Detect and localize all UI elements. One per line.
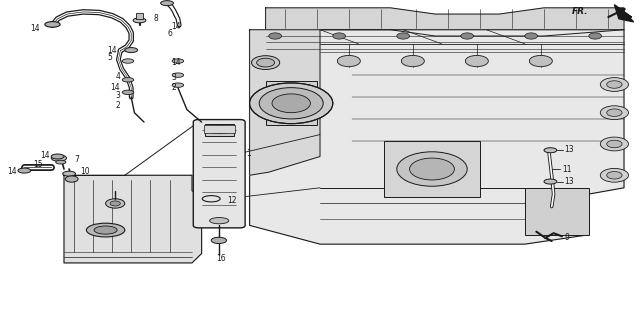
Ellipse shape bbox=[45, 22, 60, 27]
Text: 14: 14 bbox=[30, 24, 40, 33]
Circle shape bbox=[607, 140, 622, 148]
Text: 13: 13 bbox=[564, 145, 574, 154]
Text: 5: 5 bbox=[107, 54, 112, 62]
Text: 7: 7 bbox=[74, 155, 79, 164]
Circle shape bbox=[65, 176, 78, 182]
Text: 3: 3 bbox=[115, 91, 120, 100]
Polygon shape bbox=[250, 30, 624, 244]
Ellipse shape bbox=[122, 78, 134, 82]
Circle shape bbox=[525, 33, 538, 39]
Bar bbox=[204, 125, 235, 133]
Text: 8: 8 bbox=[154, 14, 158, 23]
Circle shape bbox=[250, 83, 333, 124]
Bar bbox=[384, 141, 480, 197]
Circle shape bbox=[401, 55, 424, 67]
Text: 3: 3 bbox=[172, 73, 177, 82]
Text: 9: 9 bbox=[564, 233, 570, 242]
Ellipse shape bbox=[207, 126, 231, 134]
Circle shape bbox=[269, 33, 282, 39]
Circle shape bbox=[337, 55, 360, 67]
Bar bbox=[205, 124, 234, 136]
Circle shape bbox=[600, 137, 628, 151]
Text: 10: 10 bbox=[80, 167, 90, 176]
Circle shape bbox=[397, 33, 410, 39]
Circle shape bbox=[257, 58, 275, 67]
Ellipse shape bbox=[133, 18, 146, 23]
Text: 14: 14 bbox=[108, 46, 117, 55]
Text: 4: 4 bbox=[115, 72, 120, 81]
Text: 1: 1 bbox=[246, 149, 251, 158]
Ellipse shape bbox=[161, 1, 173, 6]
Bar bbox=[525, 188, 589, 235]
Ellipse shape bbox=[122, 59, 134, 63]
Circle shape bbox=[397, 152, 467, 186]
Circle shape bbox=[252, 56, 280, 69]
Circle shape bbox=[461, 33, 474, 39]
Ellipse shape bbox=[56, 160, 66, 164]
Ellipse shape bbox=[210, 218, 229, 224]
Ellipse shape bbox=[172, 59, 184, 63]
Text: 2: 2 bbox=[172, 83, 176, 92]
Text: 14: 14 bbox=[111, 83, 120, 91]
Circle shape bbox=[410, 158, 454, 180]
Bar bbox=[136, 13, 143, 19]
Text: 16: 16 bbox=[216, 254, 226, 263]
Circle shape bbox=[106, 199, 125, 208]
Ellipse shape bbox=[94, 226, 117, 234]
Text: FR.: FR. bbox=[572, 8, 589, 16]
Circle shape bbox=[110, 201, 120, 206]
Polygon shape bbox=[64, 175, 202, 263]
Ellipse shape bbox=[125, 48, 138, 53]
Bar bbox=[266, 81, 317, 125]
Polygon shape bbox=[266, 8, 624, 36]
Circle shape bbox=[600, 78, 628, 91]
Circle shape bbox=[259, 88, 323, 119]
Ellipse shape bbox=[172, 83, 184, 87]
Ellipse shape bbox=[172, 73, 184, 77]
Circle shape bbox=[600, 106, 628, 120]
Text: 13: 13 bbox=[564, 177, 574, 186]
Text: 2: 2 bbox=[116, 101, 120, 110]
Text: 15: 15 bbox=[33, 160, 44, 169]
Circle shape bbox=[607, 172, 622, 179]
Text: 12: 12 bbox=[227, 196, 237, 205]
Polygon shape bbox=[614, 5, 634, 22]
Circle shape bbox=[333, 33, 346, 39]
Ellipse shape bbox=[86, 223, 125, 237]
FancyBboxPatch shape bbox=[193, 120, 245, 228]
Circle shape bbox=[465, 55, 488, 67]
Ellipse shape bbox=[122, 90, 134, 95]
Circle shape bbox=[589, 33, 602, 39]
Circle shape bbox=[607, 109, 622, 116]
Ellipse shape bbox=[51, 155, 67, 161]
Circle shape bbox=[607, 81, 622, 88]
Text: 14: 14 bbox=[40, 151, 50, 160]
Text: 14: 14 bbox=[7, 167, 17, 176]
Circle shape bbox=[529, 55, 552, 67]
Ellipse shape bbox=[18, 168, 31, 173]
Circle shape bbox=[600, 168, 628, 182]
Ellipse shape bbox=[544, 148, 557, 153]
Polygon shape bbox=[250, 30, 320, 175]
Ellipse shape bbox=[211, 237, 227, 244]
Text: 14: 14 bbox=[172, 58, 181, 67]
Ellipse shape bbox=[51, 154, 64, 159]
Text: 11: 11 bbox=[562, 165, 572, 173]
Ellipse shape bbox=[63, 171, 76, 176]
Ellipse shape bbox=[544, 179, 557, 184]
Text: 14: 14 bbox=[172, 22, 181, 31]
Text: 6: 6 bbox=[168, 29, 173, 38]
Circle shape bbox=[272, 94, 310, 113]
